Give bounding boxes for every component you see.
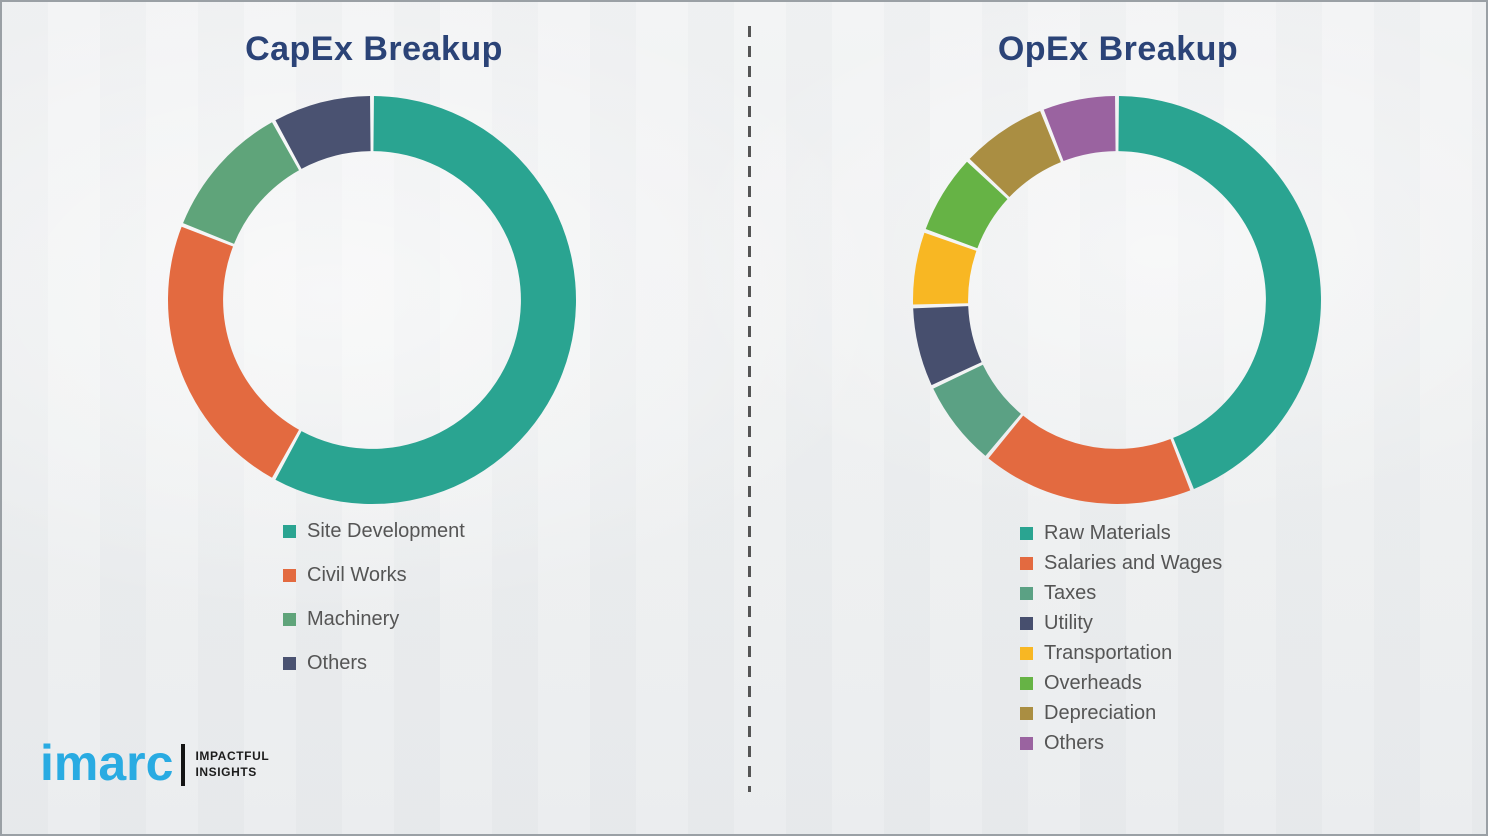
donut-segment-salaries-and-wages (988, 415, 1191, 505)
legend-item-transportation: Transportation (1020, 640, 1222, 667)
legend-label: Others (1044, 732, 1105, 754)
legend-swatch-salaries-and-wages (1020, 557, 1033, 570)
legend-item-site-development: Site Development (283, 518, 465, 545)
legend-item-taxes: Taxes (1020, 580, 1222, 607)
legend-label: Salaries and Wages (1044, 552, 1223, 574)
donut-segment-taxes (933, 364, 1021, 456)
imarc-logo-wordmark: imarc (40, 735, 174, 791)
legend-item-civil-works: Civil Works (283, 562, 465, 589)
legend-swatch-overheads (1020, 677, 1033, 690)
donut-segment-depreciation (969, 111, 1061, 198)
donut-segment-overheads (925, 161, 1008, 249)
legend-swatch-civil-works (283, 569, 296, 582)
legend-swatch-utility (1020, 617, 1033, 630)
legend-label: Others (307, 652, 368, 674)
legend-item-machinery: Machinery (283, 606, 465, 633)
legend-item-depreciation: Depreciation (1020, 700, 1222, 727)
donut-segment-others (275, 96, 371, 169)
opex-legend: Raw Materials Salaries and Wages Taxes Util… (1020, 520, 1222, 760)
legend-swatch-taxes (1020, 587, 1033, 600)
legend-swatch-site-development (283, 525, 296, 538)
legend-label: Depreciation (1044, 702, 1157, 724)
donut-segment-machinery (183, 122, 300, 244)
legend-label: Machinery (307, 608, 400, 630)
legend-label: Transportation (1044, 642, 1173, 664)
legend-swatch-depreciation (1020, 707, 1033, 720)
legend-label: Overheads (1044, 672, 1142, 694)
legend-item-others: Others (1020, 730, 1222, 757)
donut-segment-transportation (913, 232, 977, 305)
legend-label: Raw Materials (1044, 522, 1171, 544)
legend-swatch-others (283, 657, 296, 670)
legend-swatch-transportation (1020, 647, 1033, 660)
opex-chart-title: OpEx Breakup (997, 30, 1239, 68)
legend-label: Utility (1044, 612, 1093, 634)
capex-chart-title: CapEx Breakup (245, 30, 503, 68)
donut-segment-civil-works (167, 226, 300, 478)
legend-label: Site Development (307, 520, 465, 542)
legend-item-salaries-and-wages: Salaries and Wages (1020, 550, 1222, 577)
legend-swatch-machinery (283, 613, 296, 626)
legend-label: Taxes (1044, 582, 1097, 604)
legend-label: Civil Works (307, 564, 407, 586)
donut-segment-raw-materials (1118, 96, 1321, 489)
imarc-tagline-line2: INSIGHTS (195, 765, 257, 779)
legend-item-utility: Utility (1020, 610, 1222, 637)
imarc-tagline-line1: IMPACTFUL (195, 749, 270, 764)
vertical-dashed-divider (748, 26, 751, 792)
legend-item-others: Others (283, 650, 465, 677)
legend-swatch-raw-materials (1020, 527, 1033, 540)
imarc-logo-tagline: IMPACTFUL INSIGHTS (195, 749, 269, 780)
donut-segment-utility (913, 306, 982, 386)
capex-legend: Site Development Civil Works Machinery Othe… (283, 518, 465, 694)
legend-swatch-others (1020, 737, 1033, 750)
legend-item-overheads: Overheads (1020, 670, 1222, 697)
imarc-logo-separator-bar (181, 744, 186, 786)
opex-donut-chart (913, 96, 1321, 505)
capex-donut-chart (167, 96, 577, 505)
donut-segment-others (1043, 96, 1116, 162)
imarc-logo: imarc IMPACTFUL INSIGHTS (40, 738, 269, 788)
donut-segment-site-development (275, 96, 577, 505)
legend-item-raw-materials: Raw Materials (1020, 520, 1222, 547)
